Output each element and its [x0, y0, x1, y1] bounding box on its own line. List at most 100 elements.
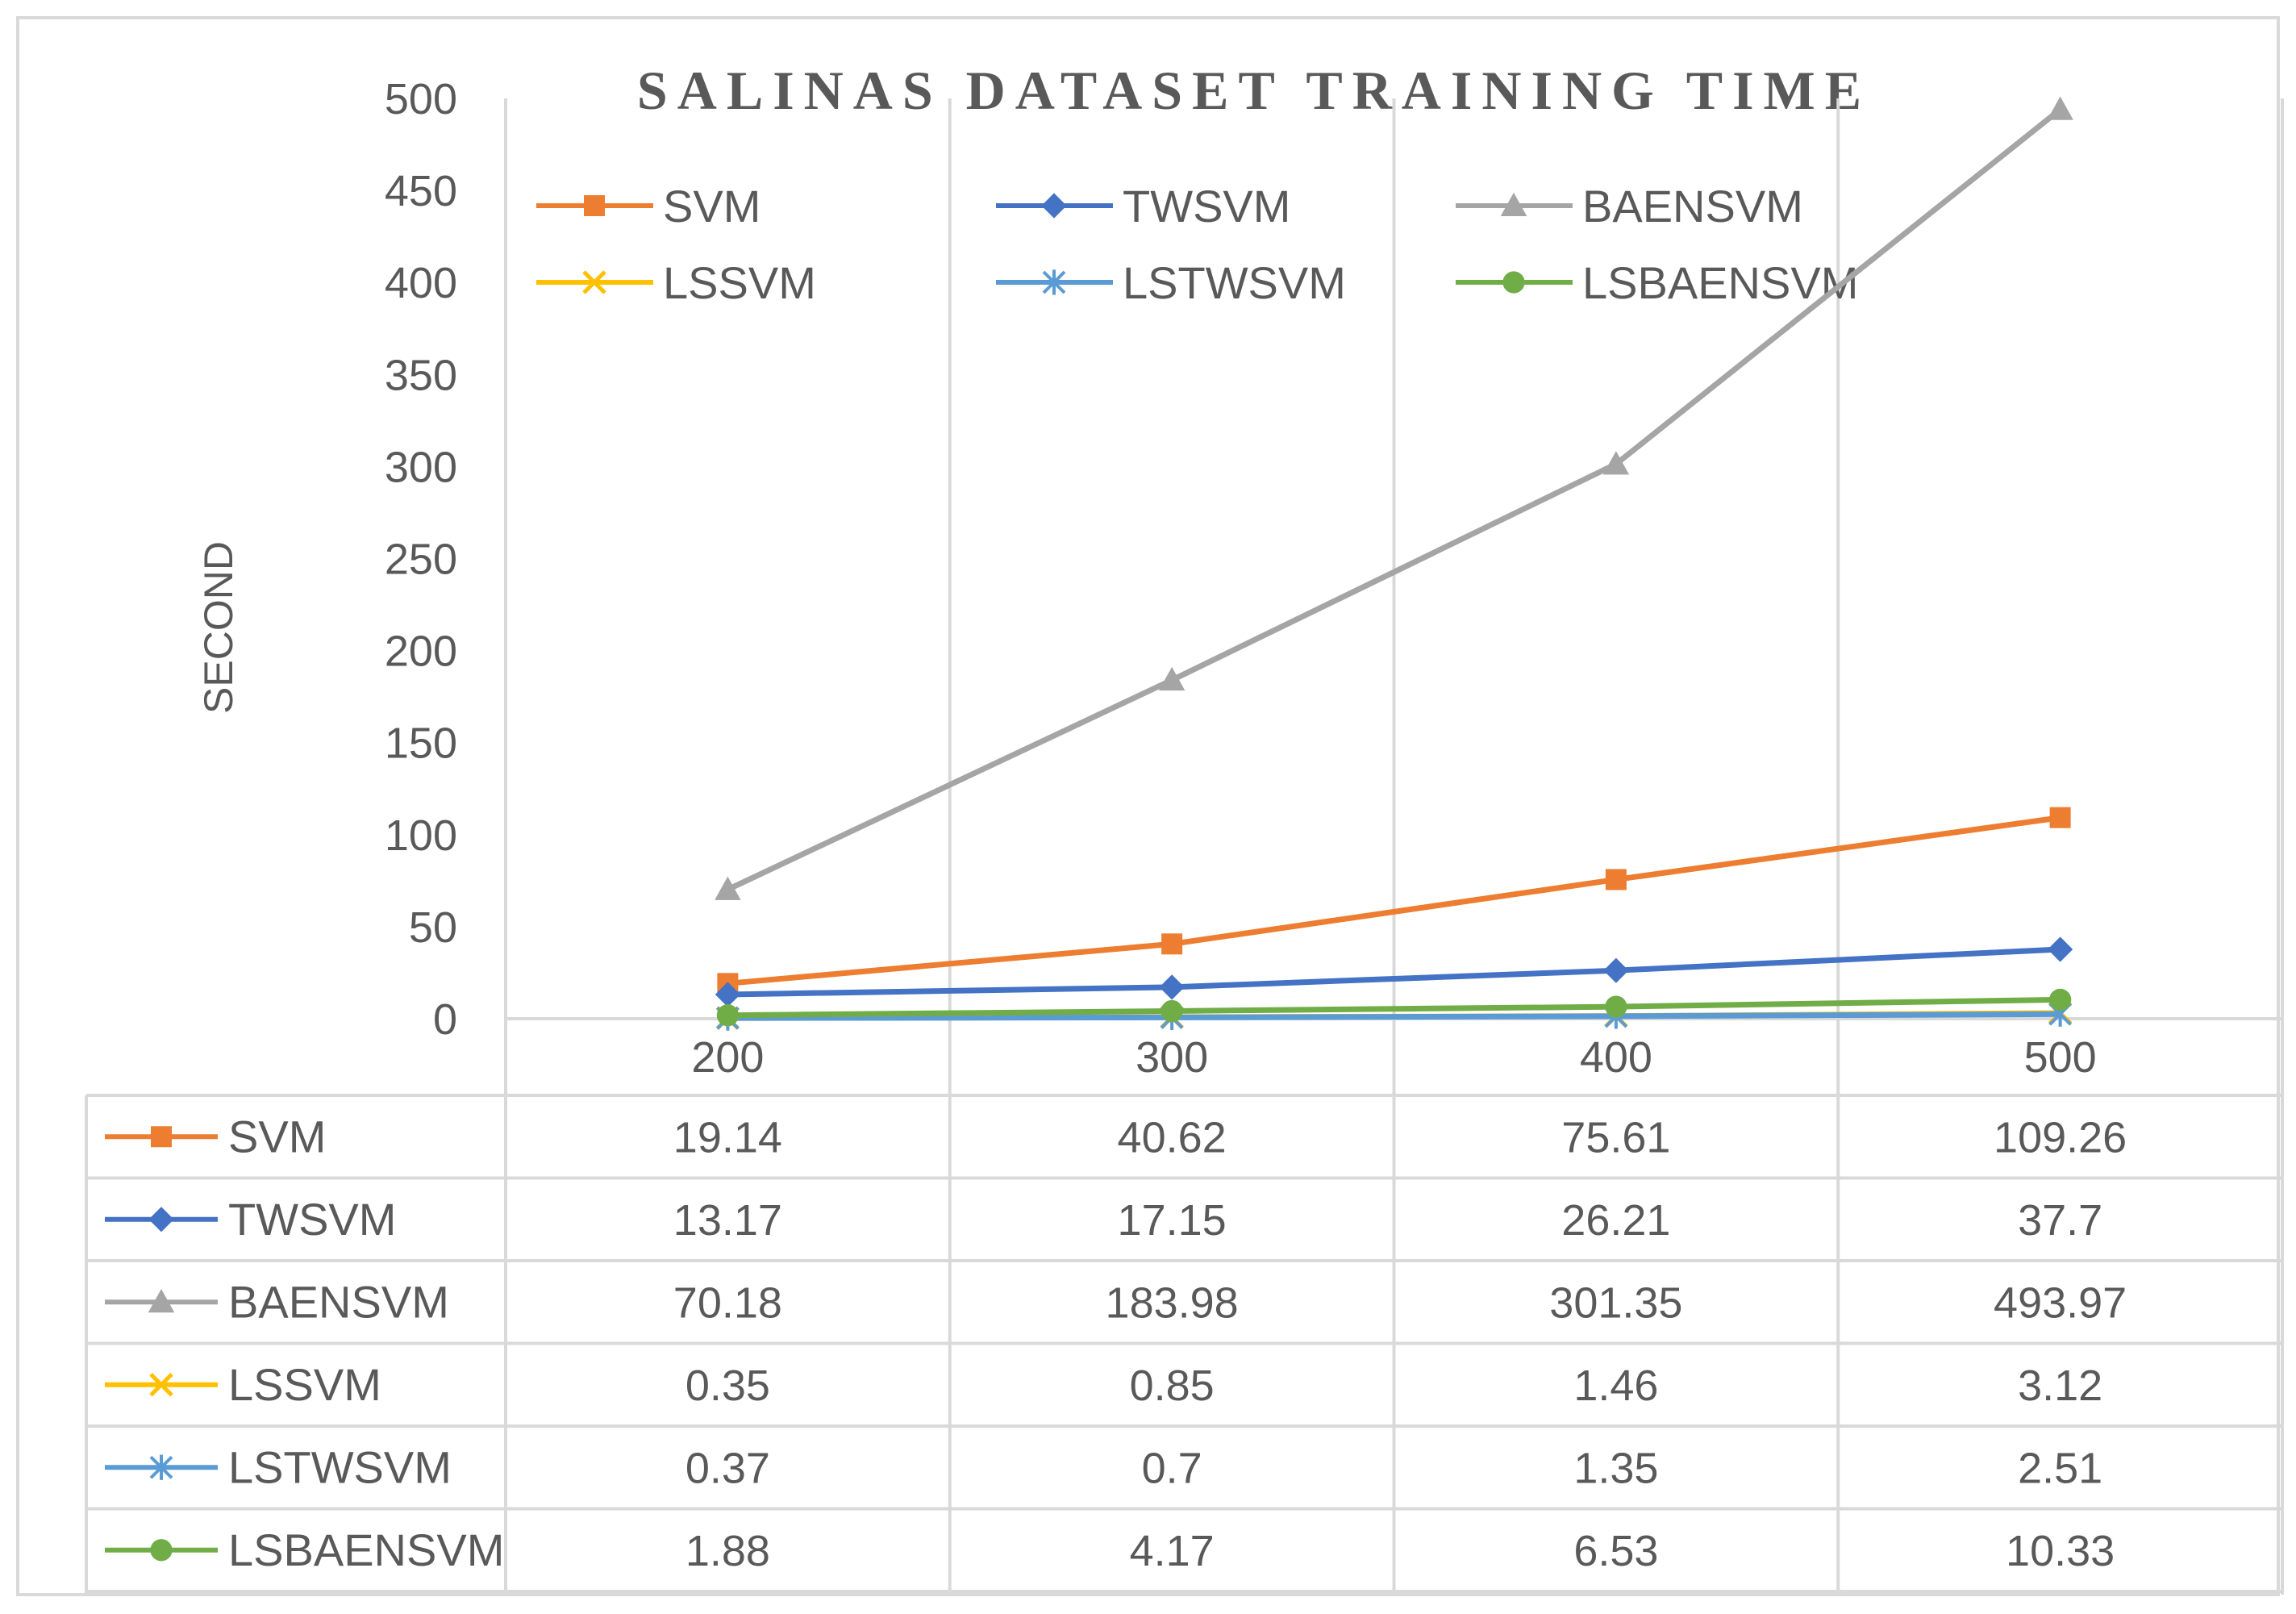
table-key-marker [148, 1289, 175, 1313]
table-row-label: TWSVM [228, 1194, 396, 1245]
table-row-key [105, 1289, 218, 1313]
table-cell-value: 37.7 [2018, 1196, 2102, 1245]
data-point [715, 876, 741, 900]
chart-border [16, 16, 2280, 1596]
table-key-marker [151, 1126, 172, 1148]
x-tick-label: 200 [691, 1033, 764, 1082]
legend-label: LSSVM [663, 257, 816, 308]
y-axis-title: SECOND [196, 541, 241, 714]
legend-entry: SVM [536, 181, 760, 231]
data-table: 200 300 400 500 SVM 19.14 40.62 75.61 109.26 TWSV… [85, 1033, 2282, 1595]
y-tick-label: 250 [385, 536, 457, 584]
y-tick-label: 100 [385, 811, 457, 860]
data-point [2049, 807, 2071, 828]
table-cell-value: 1.88 [685, 1527, 770, 1575]
data-point [1605, 995, 1627, 1018]
y-tick-label: 300 [385, 443, 457, 491]
table-cell-value: 1.35 [1573, 1444, 1658, 1492]
legend-marker [584, 195, 605, 216]
chart-title: SALINAS DATASET TRAINING TIME [637, 60, 1871, 121]
table-cell-value: 0.85 [1130, 1362, 1215, 1410]
series-line [727, 996, 2061, 1019]
table-cell-value: 0.37 [685, 1444, 770, 1492]
table-key-marker [149, 1372, 173, 1397]
legend-label: LSTWSVM [1123, 257, 1346, 308]
legend-entry: BAENSVM [1456, 181, 1803, 231]
y-tick-label: 200 [385, 628, 457, 676]
legend-label: TWSVM [1123, 181, 1290, 231]
x-tick-label: 400 [1580, 1033, 1652, 1082]
data-point [1602, 451, 1630, 475]
legend-entry: LSBAENSVM [1456, 257, 1858, 308]
series-line [726, 107, 2062, 893]
y-tick-label: 150 [385, 719, 457, 768]
x-tick-label: 500 [2024, 1033, 2097, 1082]
data-point [1159, 974, 1185, 1000]
legend-marker [1041, 193, 1067, 219]
table-cell-value: 19.14 [673, 1113, 782, 1161]
table-cell-value: 0.35 [685, 1362, 770, 1410]
legend-label: LSBAENSVM [1582, 257, 1858, 308]
series-line [727, 815, 2061, 986]
table-key-marker [149, 1454, 173, 1480]
table-key-marker [150, 1539, 173, 1562]
y-tick-label: 450 [385, 167, 457, 215]
table-cell-value: 109.26 [1994, 1113, 2127, 1161]
y-tick-label: 350 [385, 351, 457, 399]
table-key-marker [148, 1207, 174, 1232]
data-point [1603, 957, 1629, 983]
table-cell-value: 17.15 [1118, 1196, 1227, 1245]
x-tick-label: 300 [1135, 1033, 1208, 1082]
y-tick-label: 500 [385, 75, 457, 123]
series-line [727, 946, 2061, 998]
series-layer [715, 96, 2073, 1031]
data-point [2048, 936, 2073, 962]
table-row-label: LSBAENSVM [228, 1524, 504, 1575]
table-cell-value: 183.98 [1106, 1278, 1239, 1327]
table-row-label: SVM [228, 1111, 326, 1161]
table-row-key [105, 1207, 218, 1232]
legend-entry: LSSVM [536, 257, 816, 308]
series-line [727, 1011, 2061, 1021]
table-cell-value: 1.46 [1573, 1362, 1658, 1410]
table-row-key [105, 1454, 218, 1480]
table-cell-value: 10.33 [2006, 1527, 2115, 1575]
table-cell-value: 2.51 [2018, 1444, 2102, 1492]
legend-label: SVM [663, 181, 760, 231]
y-tick-label: 50 [409, 903, 457, 952]
table-cell-value: 493.97 [1994, 1278, 2127, 1327]
table-cell-value: 26.21 [1561, 1196, 1670, 1245]
data-point [1161, 999, 1183, 1023]
data-point [2047, 96, 2073, 120]
series-twsvm [715, 936, 2073, 1007]
legend: SVM TWSVM BAENSVM LSSVM LSTWSVM LSBAENSVM [536, 181, 1858, 308]
table-row-key [105, 1539, 218, 1562]
table-row-label: LSTWSVM [228, 1441, 452, 1492]
table-row-label: LSSVM [228, 1359, 381, 1410]
legend-entry: LSTWSVM [996, 257, 1346, 308]
legend-marker [1502, 271, 1525, 294]
table-row-key [105, 1372, 218, 1397]
data-point [716, 1004, 740, 1027]
data-point [1158, 666, 1186, 691]
table-cell-value: 3.12 [2018, 1362, 2102, 1410]
table-cell-value: 13.17 [673, 1196, 782, 1245]
y-tick-label: 0 [433, 995, 457, 1044]
data-point [715, 982, 740, 1007]
series-lsbaensvm [716, 988, 2072, 1027]
legend-entry: TWSVM [996, 181, 1290, 231]
table-row-key [105, 1126, 218, 1148]
data-point [2048, 988, 2072, 1011]
legend-marker [582, 270, 606, 294]
legend-marker [1042, 269, 1066, 295]
data-point [1605, 869, 1627, 890]
series-svm [717, 807, 2071, 995]
y-tick-label: 400 [385, 259, 457, 307]
table-cell-value: 70.18 [673, 1278, 782, 1327]
table-row-label: BAENSVM [228, 1276, 449, 1327]
y-tick-layer: 0 50 100 150 200 250 300 350 400 450 500 [385, 75, 457, 1044]
legend-marker [1500, 192, 1527, 216]
data-point [1161, 933, 1183, 955]
table-cell-value: 40.62 [1118, 1113, 1227, 1161]
